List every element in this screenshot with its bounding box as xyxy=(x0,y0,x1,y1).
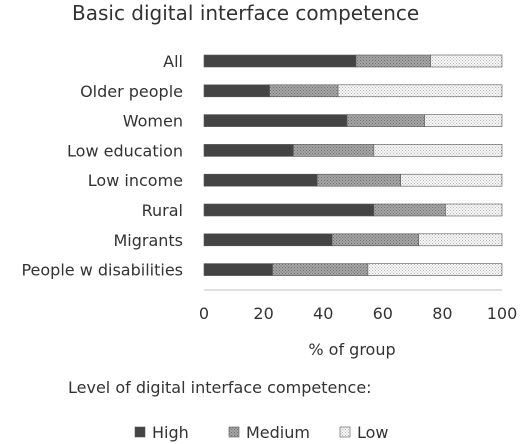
bar-medium-women xyxy=(346,114,425,127)
category-label-women: Women xyxy=(123,112,183,131)
legend-swatch-high xyxy=(134,426,146,438)
x-axis-label: % of group xyxy=(308,340,395,359)
bar-medium-migrants xyxy=(331,233,419,247)
legend-swatch-medium xyxy=(228,426,240,438)
bar-low-people-w-disabilities xyxy=(367,263,503,276)
bar-low-women xyxy=(424,114,503,127)
bar-high-women xyxy=(203,114,348,127)
legend-title: Level of digital interface competence: xyxy=(68,378,372,397)
legend-label-low: Low xyxy=(357,423,389,442)
bars-area xyxy=(203,54,503,276)
category-label-migrants: Migrants xyxy=(113,231,183,250)
bar-low-low-education xyxy=(373,144,503,157)
category-label-all: All xyxy=(163,52,183,71)
bar-low-rural xyxy=(445,203,503,217)
bar-low-older-people xyxy=(337,84,503,98)
category-label-low-education: Low education xyxy=(67,141,183,160)
bar-high-older-people xyxy=(203,84,270,98)
category-labels: All Older people Women Low education Low inc… xyxy=(21,52,183,280)
bar-high-all xyxy=(203,54,357,68)
category-label-older-people: Older people xyxy=(80,82,183,101)
category-label-people-w-disabilities: People w disabilities xyxy=(21,261,183,280)
bar-high-people-w-disabilities xyxy=(203,263,273,276)
x-tick-label-80: 80 xyxy=(432,304,452,323)
x-tick-label-40: 40 xyxy=(313,304,333,323)
bar-high-low-education xyxy=(203,144,294,157)
bar-low-migrants xyxy=(418,233,503,247)
bar-medium-rural xyxy=(373,203,446,217)
bar-high-migrants xyxy=(203,233,333,247)
bar-low-all xyxy=(430,54,503,68)
bar-low-low-income xyxy=(400,173,503,187)
legend-swatch-low xyxy=(339,426,351,438)
legend-label-high: High xyxy=(152,423,189,442)
legend: High Medium Low xyxy=(134,423,389,442)
legend-label-medium: Medium xyxy=(246,423,310,442)
bar-medium-older-people xyxy=(269,84,339,98)
chart-title: Basic digital interface competence xyxy=(72,1,419,25)
category-label-low-income: Low income xyxy=(88,171,183,190)
x-tick-label-0: 0 xyxy=(199,304,209,323)
x-tick-label-100: 100 xyxy=(487,304,518,323)
bar-high-rural xyxy=(203,203,375,217)
x-tick-labels: 0 20 40 60 80 100 xyxy=(199,304,517,323)
bar-medium-low-education xyxy=(293,144,375,157)
x-tick-label-60: 60 xyxy=(373,304,393,323)
bar-medium-low-income xyxy=(316,173,401,187)
bar-medium-people-w-disabilities xyxy=(272,263,369,276)
bar-medium-all xyxy=(355,54,431,68)
x-tick-label-20: 20 xyxy=(253,304,273,323)
bar-high-low-income xyxy=(203,173,318,187)
category-label-rural: Rural xyxy=(142,201,183,220)
